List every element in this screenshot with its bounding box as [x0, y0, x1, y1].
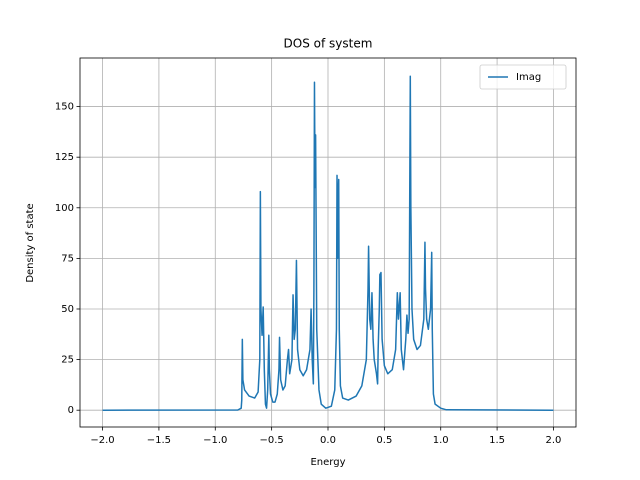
- y-tick-label: 0: [68, 405, 74, 416]
- x-tick-label: 1.0: [433, 435, 449, 446]
- axes-frame: [79, 57, 577, 428]
- x-tick-label: −1.0: [203, 435, 227, 446]
- y-tick-label: 75: [61, 253, 74, 264]
- chart-title: DOS of system: [284, 37, 373, 51]
- y-tick-label: 50: [61, 304, 74, 315]
- y-axis-label: Density of state: [25, 203, 36, 282]
- x-tick-label: 0.0: [320, 435, 336, 446]
- data-line: [102, 75, 554, 411]
- y-tick-label: 125: [55, 152, 74, 163]
- x-axis-label: Energy: [310, 457, 345, 468]
- x-tick-label: −1.5: [147, 435, 171, 446]
- x-tick-label: −0.5: [259, 435, 283, 446]
- y-tick-label: 150: [55, 102, 74, 113]
- y-tick-label: 25: [61, 355, 74, 366]
- x-tick-label: 0.5: [376, 435, 392, 446]
- x-tick-label: 2.0: [546, 435, 562, 446]
- legend-label: Imag: [516, 72, 541, 83]
- x-tick-label: −2.0: [90, 435, 114, 446]
- legend-box: [479, 64, 567, 90]
- y-tick-label: 100: [55, 203, 74, 214]
- x-tick-label: 1.5: [489, 435, 505, 446]
